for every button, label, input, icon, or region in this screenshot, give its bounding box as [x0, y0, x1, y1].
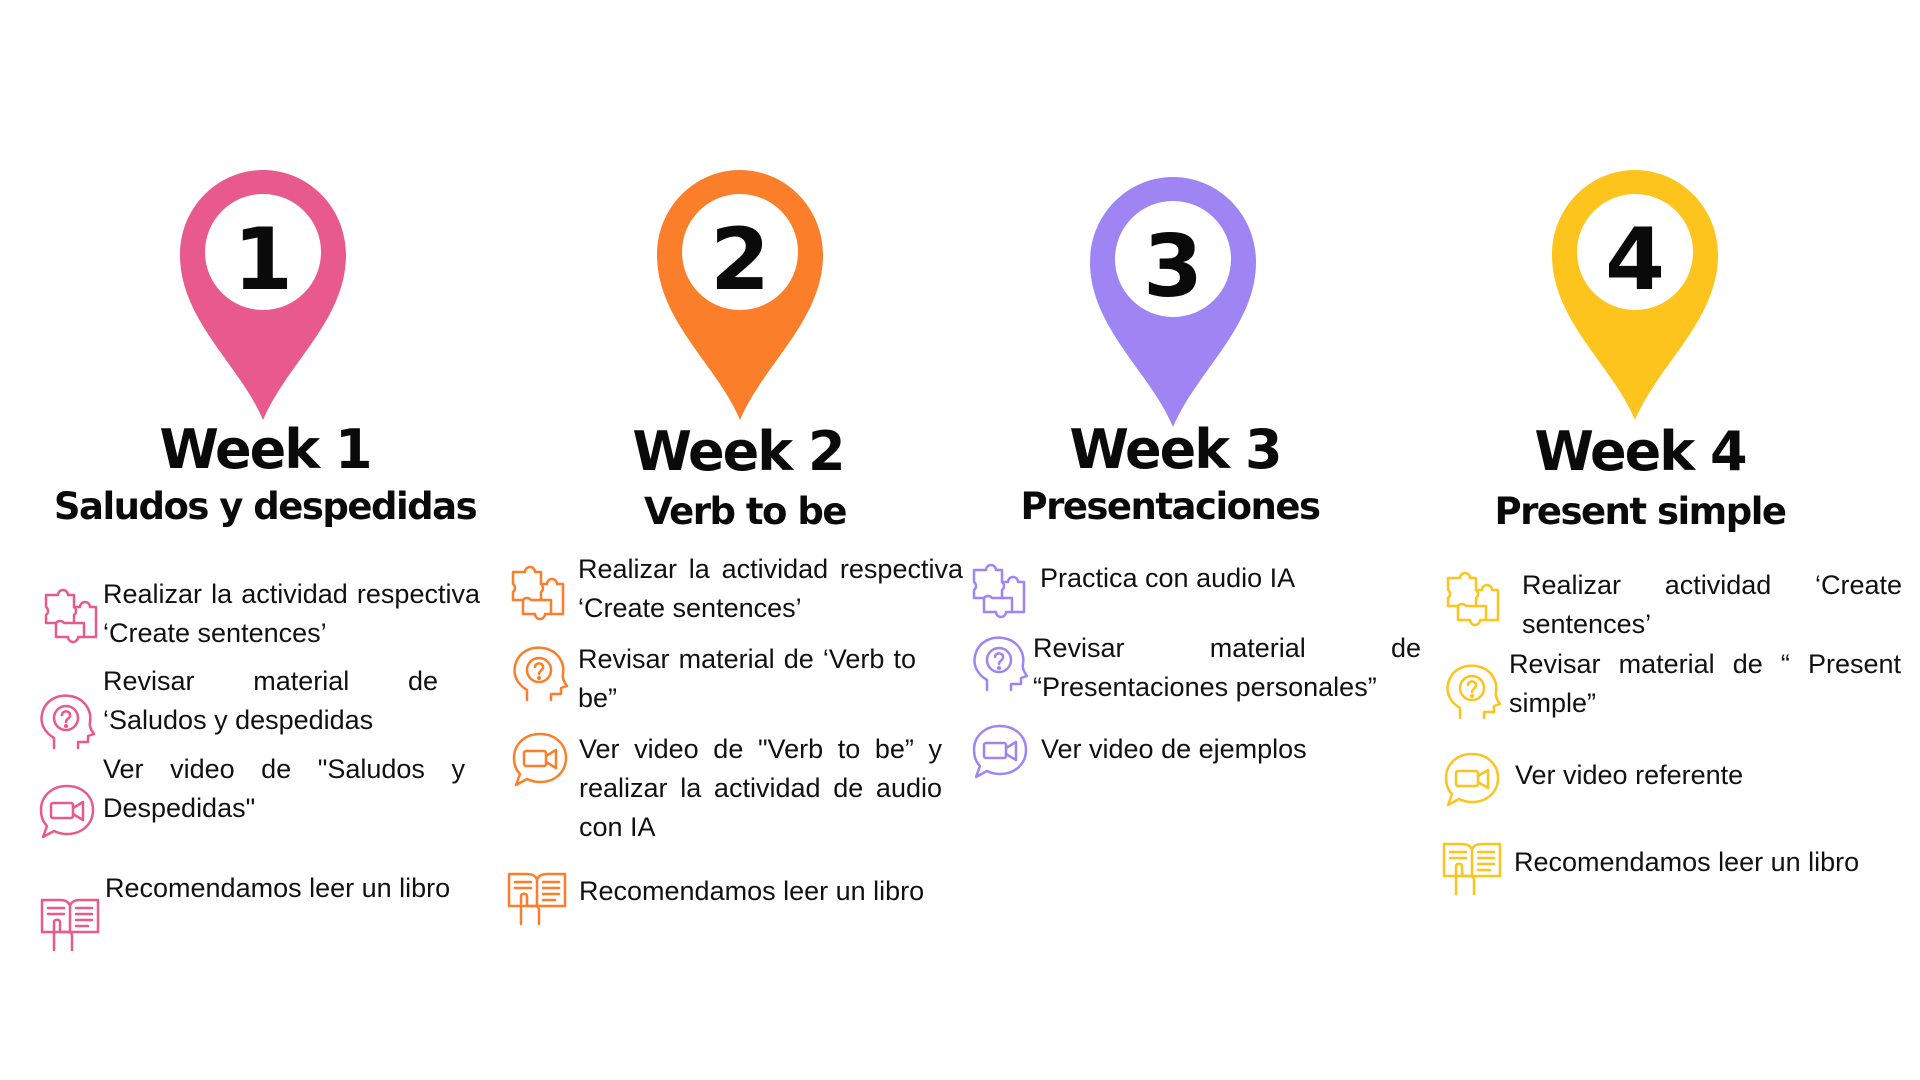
week-4-subtitle: Present simple [1494, 490, 1787, 533]
week-2-task-2: Revisar material de ‘Verb to be” [578, 644, 916, 713]
week-4-task-1: Realizar actividad ‘Create sentences’ [1522, 570, 1902, 639]
puzzle-icon [966, 558, 1030, 622]
week-3-task-2: Revisar material de “Presentaciones pers… [1033, 633, 1421, 702]
week-3-subtitle: Presentaciones [1020, 485, 1321, 528]
week-4-task-4: Recomendamos leer un libro [1514, 847, 1860, 877]
video-chat-icon [1440, 748, 1504, 812]
location-pin-1-icon: 1 [178, 165, 348, 425]
week-3-task-1: Practica con audio IA [1040, 563, 1296, 593]
week-1-task-1: Realizar la actividad respectiva ‘Create… [103, 579, 480, 648]
week-2-subtitle: Verb to be [644, 490, 847, 533]
video-chat-icon [35, 780, 99, 844]
book-reading-icon [505, 862, 569, 926]
question-head-icon [1440, 660, 1504, 724]
book-reading-icon [1440, 832, 1504, 896]
location-pin-2-icon: 2 [655, 165, 825, 425]
week-1-task-3: Ver video de "Saludos y Despedidas" [103, 754, 465, 823]
puzzle-icon [38, 583, 102, 647]
week-2-title: Week 2 [632, 420, 845, 483]
location-pin-4-icon: 4 [1550, 165, 1720, 425]
week-1-subtitle: Saludos y despedidas [53, 485, 478, 528]
video-chat-icon [508, 728, 572, 792]
week-2-number: 2 [710, 210, 770, 310]
week-1-task-4: Recomendamos leer un libro [105, 873, 451, 903]
question-head-icon [967, 632, 1031, 696]
week-3-title: Week 3 [1069, 418, 1282, 481]
week-2-task-3: Ver video de "Verb to be” y realizar la … [579, 734, 942, 842]
question-head-icon [507, 642, 571, 706]
week-1-task-2: Revisar material de ‘Saludos y despedida… [103, 666, 438, 735]
week-4-title: Week 4 [1534, 420, 1747, 483]
book-reading-icon [38, 888, 102, 952]
week-3-task-3: Ver video de ejemplos [1041, 734, 1307, 764]
week-1-title: Week 1 [159, 418, 372, 481]
video-chat-icon [968, 720, 1032, 784]
week-3-number: 3 [1143, 217, 1203, 317]
week-2-task-1: Realizar la actividad respectiva ‘Create… [578, 554, 963, 623]
location-pin-3-icon: 3 [1088, 172, 1258, 432]
week-4-number: 4 [1605, 210, 1665, 310]
week-1-number: 1 [233, 210, 293, 310]
week-4-task-2: Revisar material de “ Present simple” [1509, 649, 1901, 718]
puzzle-icon [1440, 566, 1504, 630]
question-head-icon [34, 690, 98, 754]
week-2-task-4: Recomendamos leer un libro [579, 876, 925, 906]
puzzle-icon [505, 560, 569, 624]
week-4-task-3: Ver video referente [1515, 760, 1744, 790]
